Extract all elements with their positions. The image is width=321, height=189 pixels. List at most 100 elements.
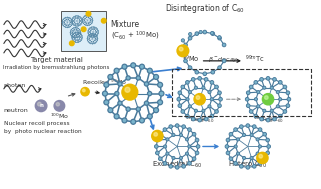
Circle shape	[125, 87, 130, 92]
Circle shape	[74, 29, 75, 30]
Circle shape	[84, 16, 85, 17]
Circle shape	[182, 164, 186, 168]
Circle shape	[71, 25, 72, 26]
Circle shape	[101, 19, 106, 23]
Circle shape	[252, 164, 256, 168]
Circle shape	[195, 138, 199, 142]
Circle shape	[218, 91, 221, 95]
Circle shape	[90, 27, 91, 28]
Circle shape	[67, 27, 68, 28]
Circle shape	[287, 97, 291, 101]
Circle shape	[242, 133, 246, 136]
Circle shape	[147, 91, 152, 96]
Circle shape	[75, 42, 76, 43]
Circle shape	[70, 32, 71, 33]
Circle shape	[249, 110, 253, 113]
Circle shape	[188, 145, 191, 148]
Circle shape	[78, 25, 79, 26]
Circle shape	[92, 21, 93, 22]
Circle shape	[72, 19, 73, 20]
Circle shape	[178, 104, 182, 108]
Circle shape	[202, 109, 205, 112]
Circle shape	[229, 132, 233, 136]
Circle shape	[86, 11, 91, 16]
Circle shape	[79, 29, 80, 30]
Circle shape	[267, 145, 271, 148]
Circle shape	[72, 22, 73, 23]
Circle shape	[266, 138, 270, 142]
Circle shape	[76, 15, 77, 16]
Bar	[61, 11, 106, 51]
Circle shape	[263, 109, 266, 112]
Text: $^{99}$Mo: $^{99}$Mo	[182, 54, 200, 65]
Circle shape	[144, 101, 149, 105]
Circle shape	[187, 162, 191, 165]
Text: photon: photon	[4, 84, 26, 88]
Circle shape	[188, 91, 191, 94]
Circle shape	[118, 101, 122, 105]
Circle shape	[96, 32, 97, 33]
Circle shape	[218, 36, 221, 39]
Circle shape	[115, 91, 119, 96]
Circle shape	[108, 108, 113, 113]
Circle shape	[114, 68, 119, 73]
Circle shape	[70, 18, 71, 19]
Circle shape	[222, 43, 226, 47]
Circle shape	[245, 97, 249, 101]
Circle shape	[70, 34, 71, 35]
Circle shape	[136, 76, 140, 80]
Circle shape	[91, 36, 92, 37]
Circle shape	[77, 34, 78, 35]
Circle shape	[250, 133, 253, 136]
Circle shape	[89, 34, 90, 35]
Circle shape	[80, 25, 81, 26]
Text: by  photo nuclear reaction: by photo nuclear reaction	[4, 129, 82, 134]
Text: $\beta^-$decay: $\beta^-$decay	[208, 55, 239, 64]
Circle shape	[35, 100, 47, 112]
Circle shape	[226, 151, 230, 155]
Circle shape	[91, 41, 92, 42]
Circle shape	[79, 19, 80, 20]
Circle shape	[70, 26, 71, 27]
Circle shape	[166, 152, 169, 155]
Circle shape	[78, 32, 79, 33]
Circle shape	[219, 97, 222, 101]
Circle shape	[266, 77, 270, 80]
Circle shape	[90, 40, 91, 41]
Circle shape	[72, 32, 73, 33]
Circle shape	[139, 64, 144, 69]
Circle shape	[131, 63, 136, 68]
Circle shape	[93, 26, 94, 27]
Circle shape	[256, 152, 259, 155]
Circle shape	[72, 23, 73, 24]
Circle shape	[266, 118, 270, 122]
Circle shape	[262, 94, 274, 105]
Circle shape	[79, 35, 80, 36]
Circle shape	[155, 138, 159, 142]
Text: (C$_{60}$ + $^{100}$Mo): (C$_{60}$ + $^{100}$Mo)	[111, 30, 159, 42]
Circle shape	[114, 114, 119, 119]
Circle shape	[78, 32, 79, 33]
Circle shape	[158, 100, 162, 105]
Circle shape	[246, 166, 250, 169]
Circle shape	[169, 125, 173, 129]
Circle shape	[222, 59, 226, 63]
Circle shape	[68, 17, 69, 18]
Circle shape	[70, 22, 71, 23]
Circle shape	[254, 98, 257, 101]
Circle shape	[72, 38, 73, 39]
Circle shape	[90, 36, 91, 37]
Circle shape	[81, 34, 82, 35]
Circle shape	[62, 22, 63, 23]
Circle shape	[89, 38, 90, 39]
Circle shape	[80, 41, 81, 42]
Circle shape	[88, 23, 89, 24]
Circle shape	[38, 102, 41, 106]
Circle shape	[218, 36, 221, 40]
Circle shape	[178, 91, 182, 95]
Circle shape	[204, 77, 208, 81]
Circle shape	[92, 29, 93, 30]
Circle shape	[80, 16, 81, 17]
Circle shape	[188, 105, 191, 108]
Circle shape	[96, 27, 97, 28]
